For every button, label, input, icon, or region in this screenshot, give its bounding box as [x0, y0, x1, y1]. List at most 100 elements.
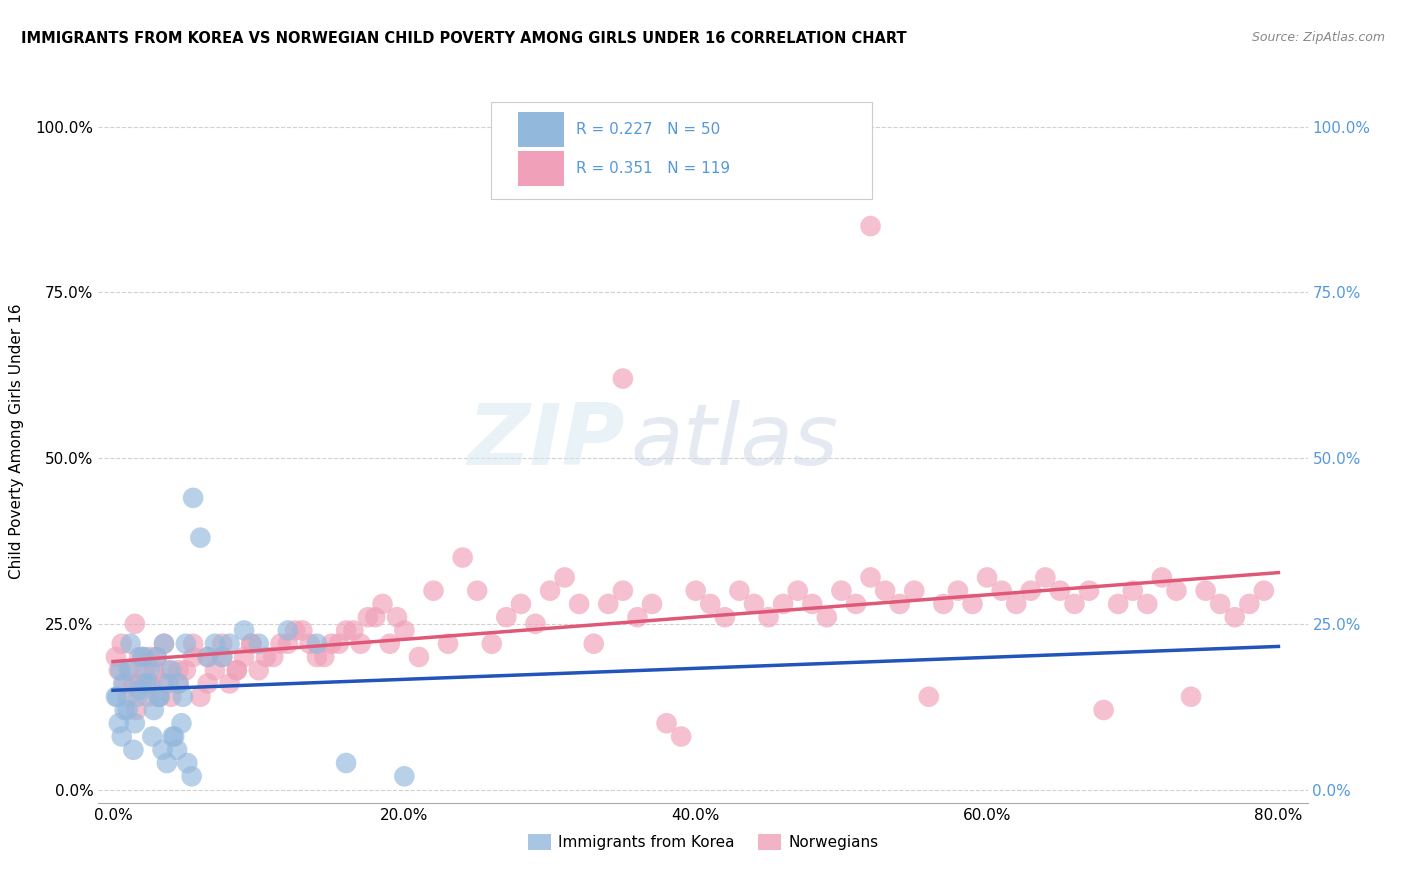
Point [254, 650, 277, 665]
Point [277, 637, 299, 651]
Point [1136, 597, 1159, 611]
Point [509, 597, 531, 611]
Point [465, 583, 488, 598]
Point [204, 637, 226, 651]
Point [270, 637, 292, 651]
Point [149, 690, 172, 704]
Point [582, 637, 605, 651]
Point [1209, 597, 1232, 611]
Point [153, 637, 176, 651]
FancyBboxPatch shape [492, 102, 872, 200]
Point [394, 769, 416, 783]
Point [284, 624, 307, 638]
Point [1223, 610, 1246, 624]
Point [554, 570, 576, 584]
Point [335, 756, 357, 770]
Point [830, 583, 852, 598]
Point [859, 570, 882, 584]
Point [685, 583, 707, 598]
Point [136, 676, 159, 690]
Point [142, 663, 165, 677]
FancyBboxPatch shape [517, 151, 564, 186]
Point [138, 663, 160, 677]
Point [875, 583, 897, 598]
Point [160, 663, 183, 677]
Point [112, 676, 135, 690]
Point [139, 676, 162, 690]
Point [1078, 583, 1101, 598]
Point [481, 637, 503, 651]
Point [742, 597, 765, 611]
Point [211, 650, 233, 665]
Point [190, 531, 212, 545]
Point [132, 650, 155, 665]
Point [172, 690, 194, 704]
Point [146, 690, 169, 704]
Point [134, 676, 156, 690]
Point [176, 756, 198, 770]
Point [233, 650, 256, 665]
Point [138, 650, 160, 665]
Point [1092, 703, 1115, 717]
Point [211, 650, 233, 665]
Text: ZIP: ZIP [467, 400, 624, 483]
Point [141, 730, 163, 744]
Point [1150, 570, 1173, 584]
Point [104, 690, 127, 704]
Point [946, 583, 969, 598]
Point [160, 690, 183, 704]
Point [111, 730, 134, 744]
Point [1122, 583, 1144, 598]
Point [612, 583, 634, 598]
Point [134, 663, 156, 677]
Point [181, 637, 204, 651]
Text: Source: ZipAtlas.com: Source: ZipAtlas.com [1251, 31, 1385, 45]
Point [218, 676, 240, 690]
Point [156, 756, 179, 770]
Point [174, 663, 197, 677]
Point [889, 597, 911, 611]
Point [728, 583, 751, 598]
Point [342, 624, 364, 638]
Point [612, 371, 634, 385]
Point [136, 690, 159, 704]
FancyBboxPatch shape [517, 112, 564, 146]
Point [218, 637, 240, 651]
Point [758, 610, 780, 624]
Point [655, 716, 678, 731]
Point [122, 743, 145, 757]
Point [163, 730, 186, 744]
Text: IMMIGRANTS FROM KOREA VS NORWEGIAN CHILD POVERTY AMONG GIRLS UNDER 16 CORRELATIO: IMMIGRANTS FROM KOREA VS NORWEGIAN CHILD… [21, 31, 907, 46]
Point [117, 690, 139, 704]
Y-axis label: Child Poverty Among Girls Under 16: Child Poverty Among Girls Under 16 [10, 304, 24, 579]
Point [197, 650, 219, 665]
Point [364, 610, 387, 624]
Point [240, 637, 263, 651]
Point [153, 637, 176, 651]
Point [976, 570, 998, 584]
Point [153, 676, 176, 690]
Point [240, 637, 263, 651]
Point [124, 616, 146, 631]
Point [117, 703, 139, 717]
Point [328, 637, 350, 651]
Point [167, 676, 190, 690]
Point [122, 676, 145, 690]
Point [990, 583, 1012, 598]
Point [903, 583, 925, 598]
Point [524, 616, 547, 631]
Point [385, 610, 408, 624]
Point [357, 610, 380, 624]
Point [277, 624, 299, 638]
Point [305, 650, 328, 665]
Point [291, 624, 314, 638]
Point [962, 597, 984, 611]
Point [233, 624, 256, 638]
Point [378, 637, 401, 651]
Point [108, 663, 131, 677]
Point [626, 610, 648, 624]
Point [451, 550, 474, 565]
Point [1166, 583, 1188, 598]
Point [815, 610, 838, 624]
Point [538, 583, 561, 598]
